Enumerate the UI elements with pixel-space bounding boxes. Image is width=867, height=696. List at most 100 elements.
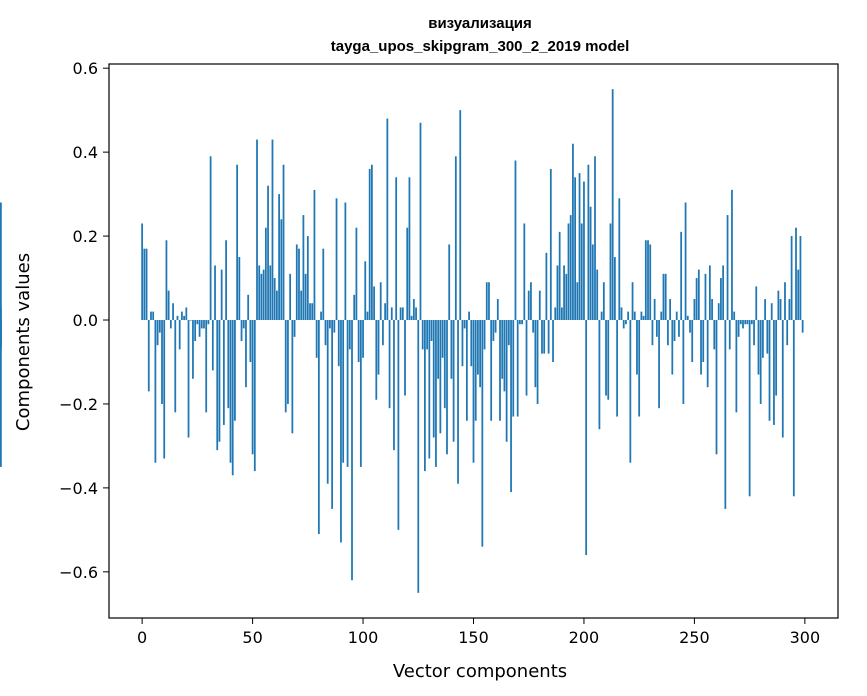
- bar-81: [320, 311, 322, 321]
- bar-268: [733, 311, 736, 321]
- bar-122: [410, 315, 413, 321]
- bar-74: [304, 273, 307, 321]
- bar-106: [375, 320, 378, 400]
- bar-176: [530, 282, 532, 321]
- bar-23: [192, 320, 194, 379]
- bar-296: [795, 227, 797, 321]
- y-tick-label: −0.6: [59, 563, 98, 582]
- bar-287: [775, 320, 778, 396]
- bar-88: [335, 198, 338, 321]
- bar-45: [240, 320, 243, 341]
- bar-64: [282, 164, 285, 321]
- bar-235: [660, 311, 663, 321]
- bar-98: [357, 320, 360, 362]
- bar-128: [424, 320, 426, 472]
- bar-255: [704, 273, 707, 321]
- bar-24: [194, 320, 197, 341]
- bar-102: [366, 311, 369, 321]
- bar-249: [691, 320, 694, 362]
- bar-200: [583, 181, 585, 321]
- bar-42: [234, 320, 236, 421]
- bar-38: [225, 240, 227, 321]
- x-tick-label: 200: [569, 628, 600, 647]
- bar-158: [490, 320, 493, 421]
- bar-161: [496, 299, 499, 321]
- bar-40: [229, 320, 232, 463]
- bar-264: [724, 320, 727, 509]
- bar-125: [417, 320, 420, 593]
- bar-39: [227, 320, 230, 409]
- bar-132: [432, 320, 435, 438]
- bar-173: [523, 223, 526, 321]
- bar-49: [249, 320, 252, 362]
- bar-75: [306, 236, 309, 321]
- bar-59: [271, 139, 274, 321]
- bar-58: [269, 265, 272, 321]
- bar-163: [501, 320, 504, 379]
- bar-171: [519, 320, 521, 325]
- bar-240: [671, 320, 674, 375]
- bar-52: [256, 139, 258, 321]
- bar-231: [651, 320, 654, 346]
- bar-12: [167, 290, 170, 321]
- bar-239: [669, 299, 671, 321]
- bar-262: [720, 278, 722, 321]
- bar-201: [585, 320, 588, 556]
- bar-289: [779, 299, 782, 321]
- bar-159: [492, 320, 495, 341]
- bar-181: [541, 320, 543, 354]
- bar-44: [238, 257, 241, 321]
- bar-95: [351, 320, 353, 581]
- bar-130: [428, 320, 431, 459]
- y-axis-ticks: −0.6 −0.4 −0.2 0.0 0.2 0.4 0.6: [59, 59, 109, 582]
- bar-194: [569, 215, 572, 321]
- bar-202: [587, 164, 590, 321]
- chart-subtitle: tayga_upos_skipgram_300_2_2019 model: [331, 38, 630, 55]
- bar-271: [739, 320, 742, 325]
- bar-7: [156, 320, 159, 346]
- bar-134: [437, 320, 440, 379]
- bar-273: [744, 320, 747, 325]
- bar-193: [567, 223, 570, 321]
- bar-10: [163, 320, 166, 459]
- y-tick-label: 0.4: [73, 143, 98, 162]
- bar-272: [742, 320, 744, 329]
- bar-37: [222, 320, 225, 425]
- bar-261: [717, 303, 720, 321]
- bar-124: [415, 307, 417, 321]
- bar-25: [196, 320, 199, 325]
- bar-199: [580, 223, 583, 321]
- bar-284: [768, 320, 771, 421]
- bar-149: [470, 320, 473, 367]
- bar-290: [781, 320, 784, 438]
- bar-18: [181, 311, 183, 321]
- bar-280: [759, 320, 762, 404]
- bar-186: [552, 320, 554, 362]
- bar-60: [273, 278, 276, 321]
- bar-258: [711, 299, 713, 321]
- bar-11: [165, 240, 168, 321]
- bar-153: [479, 320, 482, 388]
- bar-112: [388, 320, 391, 409]
- chart-title: визуализация: [428, 15, 532, 32]
- bar-189: [558, 231, 561, 321]
- bar-192: [565, 273, 568, 321]
- bar-285: [770, 303, 773, 321]
- x-axis-label: Vector components: [393, 661, 567, 682]
- bar-113: [390, 307, 393, 321]
- bar-230: [649, 244, 652, 321]
- bar-114: [393, 320, 395, 451]
- bar-245: [682, 320, 685, 404]
- bar-14: [172, 303, 174, 321]
- bar-183: [545, 252, 548, 321]
- bar-277: [753, 320, 755, 346]
- bar-207: [598, 320, 601, 430]
- bar-210: [605, 320, 607, 396]
- bar-223: [633, 311, 636, 321]
- bar-133: [435, 320, 437, 467]
- bar-110: [384, 303, 387, 321]
- bar-298: [799, 236, 802, 321]
- bar-211: [607, 320, 610, 400]
- bar-31: [209, 156, 212, 321]
- bar-148: [468, 311, 470, 321]
